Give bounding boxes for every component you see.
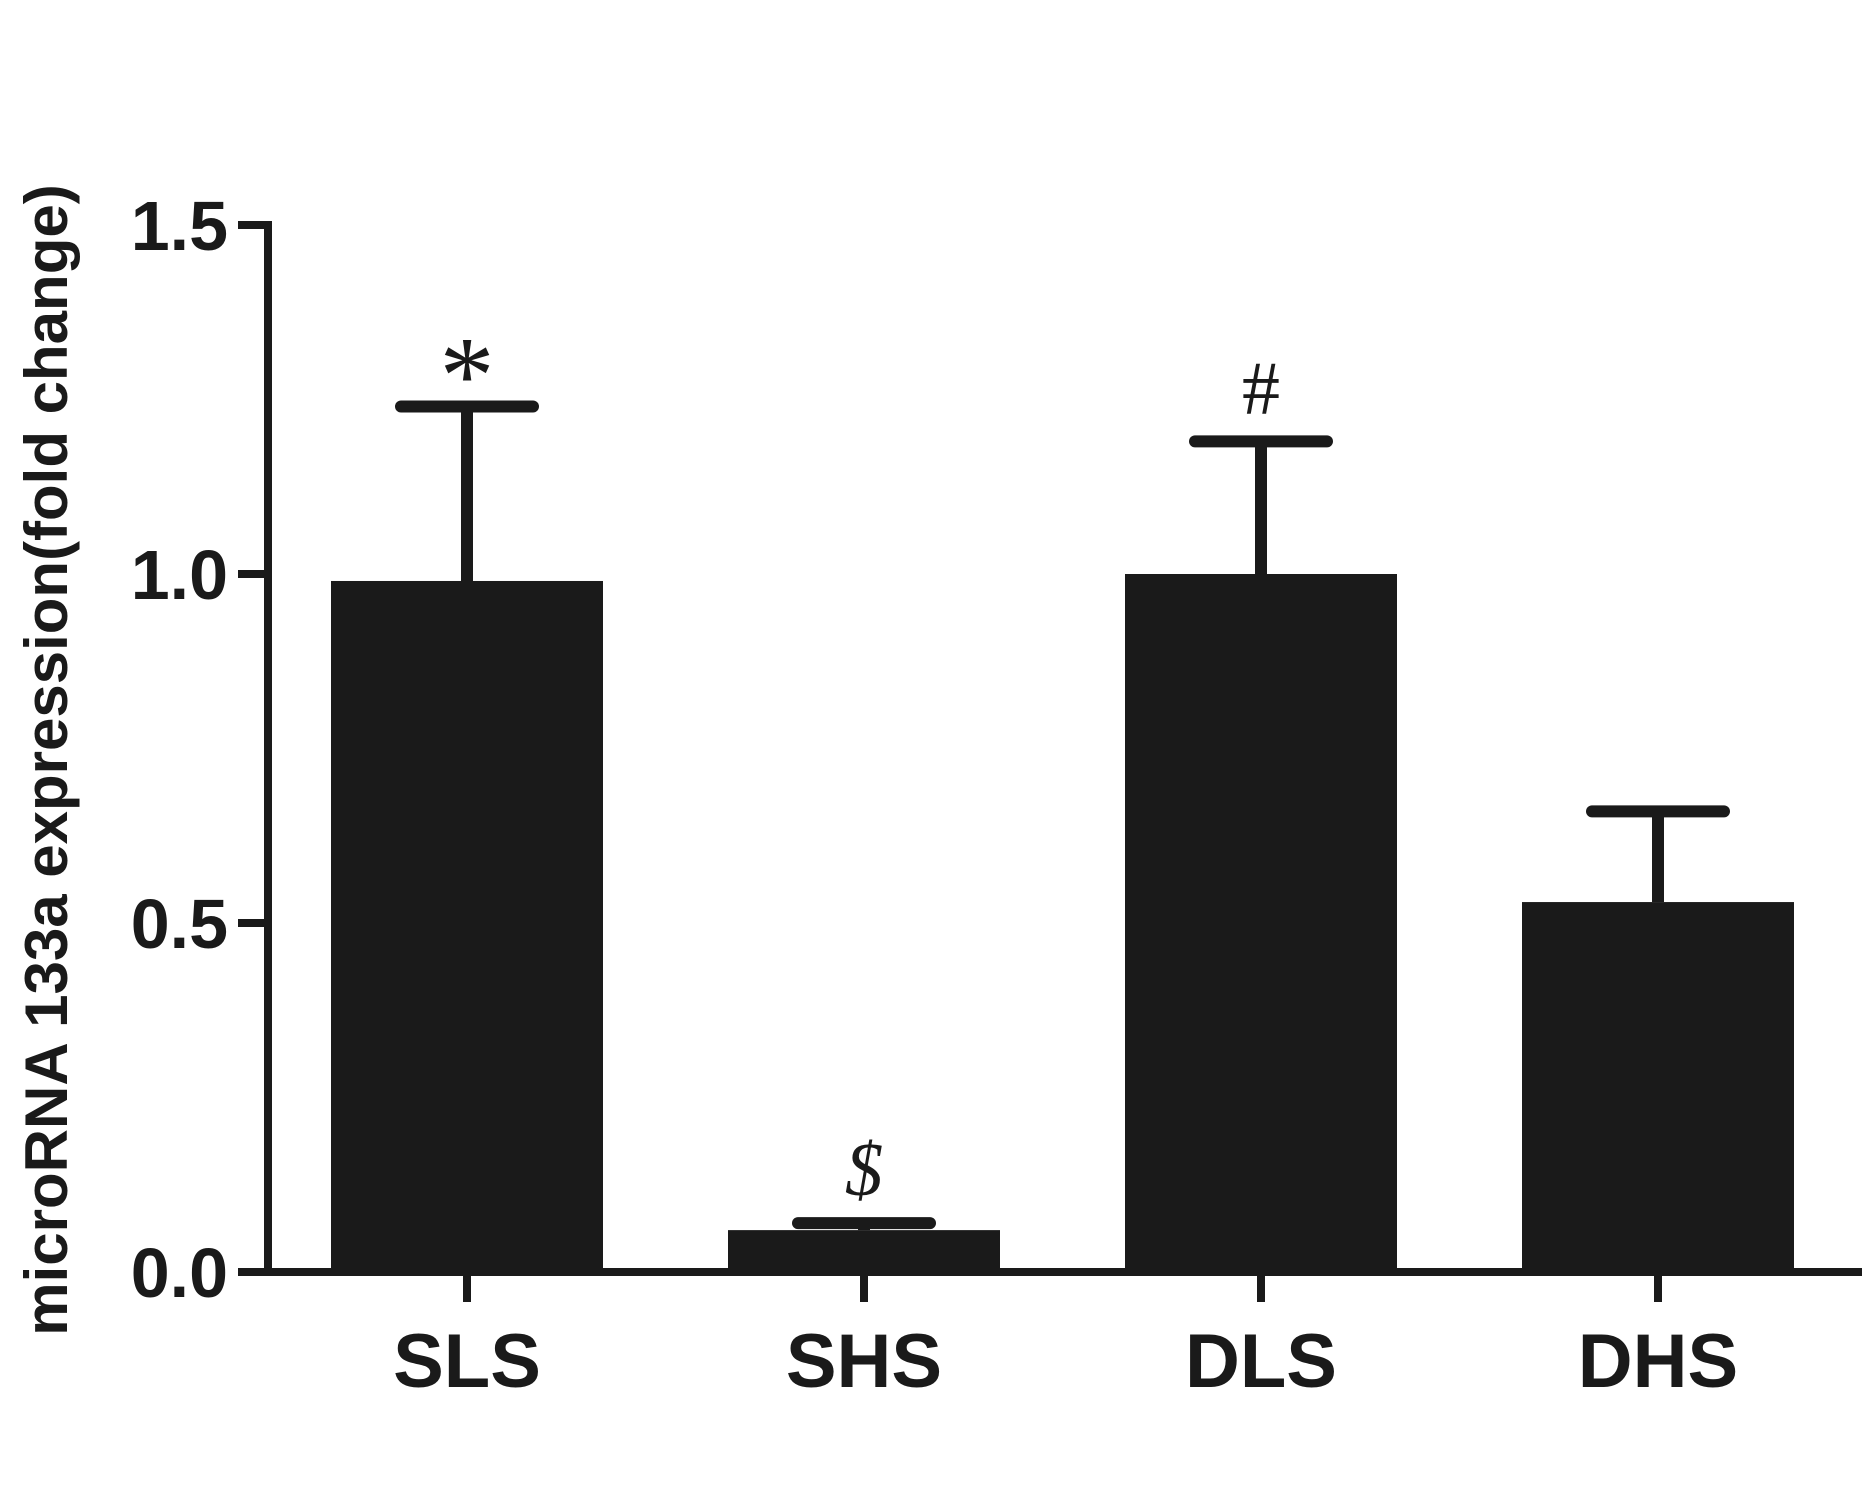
significance-marker-dls: # xyxy=(1242,346,1280,430)
x-tick-label-dhs: DHS xyxy=(1578,1319,1738,1404)
significance-marker-shs: $ xyxy=(845,1128,883,1212)
y-axis-title: microRNA 133a expression(fold change) xyxy=(13,184,80,1335)
plot-area: * SLS $ SHS # DLS DHS 0.0 0.5 1.0 1.5 xyxy=(131,187,1862,1404)
bar-shs xyxy=(728,1230,1000,1272)
significance-marker-sls: * xyxy=(440,314,495,436)
x-tick-label-dls: DLS xyxy=(1185,1319,1337,1404)
bar-sls xyxy=(331,580,603,1272)
bar-dhs xyxy=(1522,902,1794,1272)
y-tick-label: 1.5 xyxy=(131,187,228,265)
y-tick-label: 0.0 xyxy=(131,1234,228,1312)
x-tick-label-shs: SHS xyxy=(786,1319,942,1404)
y-tick-label: 0.5 xyxy=(131,885,228,963)
y-tick-label: 1.0 xyxy=(131,536,228,614)
x-tick-label-sls: SLS xyxy=(393,1319,541,1404)
bar-dls xyxy=(1125,574,1397,1272)
